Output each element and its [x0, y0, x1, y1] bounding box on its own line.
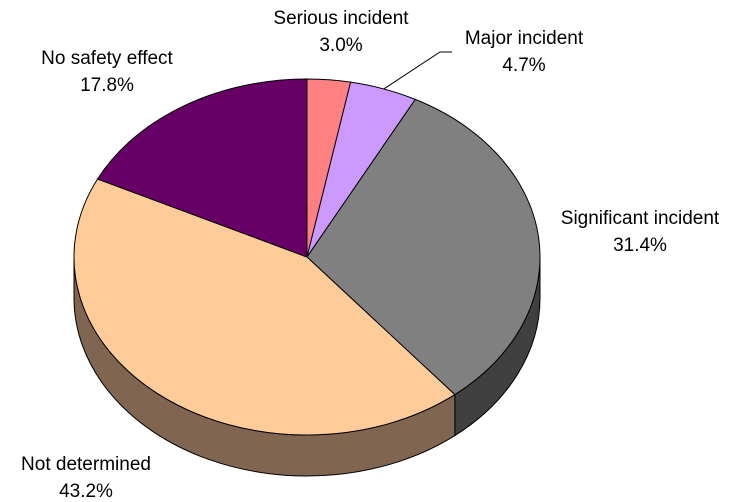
slice-value-significant-incident: 31.4% — [613, 235, 667, 256]
slice-label-significant-incident: Significant incident — [561, 208, 720, 229]
slice-not-determined — [73, 178, 456, 436]
slice-significant-incident — [306, 98, 541, 396]
slice-label-not-determined: Not determined — [21, 454, 151, 475]
slice-label-major-incident: Major incident — [465, 28, 584, 49]
leader-lines — [383, 51, 452, 90]
leader-line-major-incident — [383, 51, 452, 90]
slice-value-major-incident: 4.7% — [502, 55, 545, 76]
slice-label-serious-incident: Serious incident — [273, 8, 409, 29]
pie-tops — [73, 78, 541, 436]
slice-no-safety-effect — [96, 78, 308, 258]
slice-value-serious-incident: 3.0% — [319, 35, 362, 56]
slice-label-no-safety-effect: No safety effect — [41, 48, 173, 69]
slice-value-no-safety-effect: 17.8% — [80, 75, 134, 96]
slice-value-not-determined: 43.2% — [59, 481, 113, 502]
